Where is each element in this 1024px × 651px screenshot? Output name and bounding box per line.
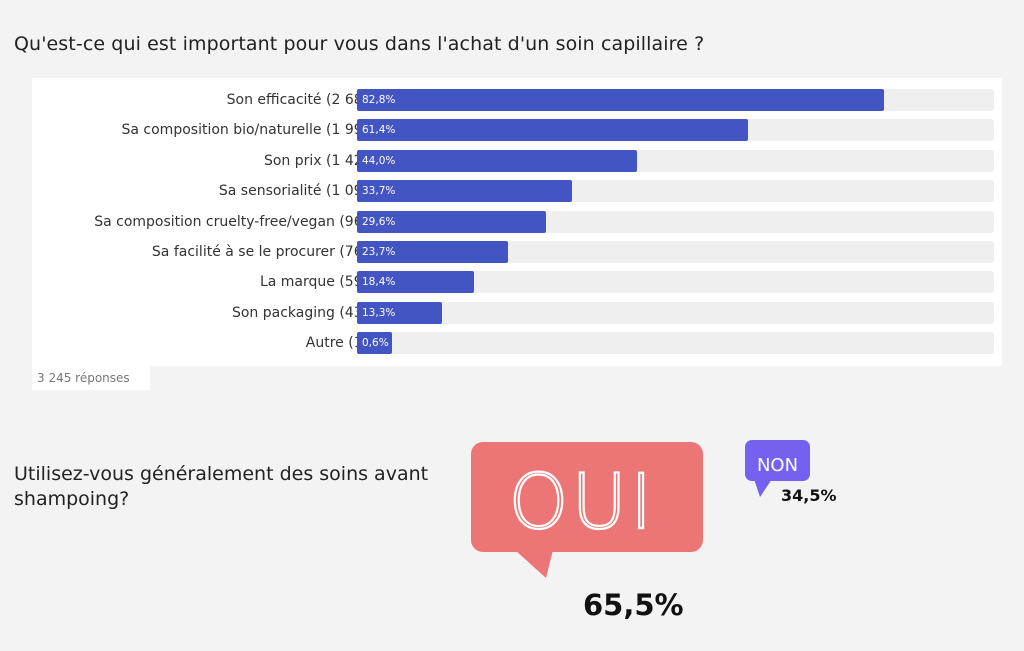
bar-track: 33,7% [357, 180, 994, 203]
bar-row: Sa composition cruelty-free/vegan (962) 2… [32, 210, 1002, 233]
bar-row: Son packaging (430) 13,3% [32, 301, 1002, 324]
bar-value-label: 13,3% [362, 306, 396, 319]
bar-category-label: Son packaging (430) [231, 304, 377, 321]
bar-track: 29,6% [357, 210, 994, 233]
bar [357, 180, 572, 203]
bar-row: Sa composition bio/naturelle (1 991) 61,4… [32, 119, 1002, 142]
bar-category-label: Son efficacité (2 687) [226, 92, 377, 108]
bar [357, 241, 508, 263]
bar-track: 44,0% [357, 149, 994, 172]
bar-track: 61,4% [357, 119, 994, 142]
bar-track: 23,7% [357, 241, 994, 263]
non-percent: 34,5% [781, 486, 837, 505]
bar [357, 149, 638, 172]
bar [357, 210, 546, 233]
bar-row: La marque (598) 18,4% [32, 271, 1002, 294]
question-2-title: Utilisez-vous généralement des soins ava… [14, 463, 429, 510]
oui-label: OUI [509, 457, 656, 546]
bar-value-label: 82,8% [362, 94, 396, 106]
bar-track: 13,3% [357, 301, 994, 324]
bar [357, 332, 392, 355]
bar-value-label: 61,4% [362, 124, 396, 137]
bar [357, 271, 475, 294]
bar-category-label: Sa composition cruelty-free/vegan (962) [94, 213, 377, 230]
bar-row: Son prix (1 428) 44,0% [32, 149, 1002, 172]
bar-row: Sa sensorialité (1 092) 33,7% [32, 180, 1002, 203]
bar-track: 0,6% [357, 332, 994, 355]
bar-category-label: Sa facilité à se le procurer (769) [151, 244, 377, 260]
bar-value-label: 23,7% [362, 246, 396, 258]
bar-value-label: 29,6% [362, 215, 396, 228]
oui-bubble: OUI [471, 442, 703, 578]
bar-category-label: Sa composition bio/naturelle (1 991) [121, 122, 378, 139]
bar-value-label: 0,6% [362, 337, 389, 350]
responses-count: 3 245 réponses [32, 366, 150, 390]
bar [357, 301, 442, 324]
bar-track: 82,8% [357, 89, 994, 111]
bar-row: Son efficacité (2 687) 82,8% [32, 89, 1002, 111]
bar-chart-panel: Son efficacité (2 687) 82,8% Sa compositio… [32, 78, 1002, 366]
bar-value-label: 44,0% [362, 154, 396, 167]
bar [357, 119, 749, 142]
bar-track: 18,4% [357, 271, 994, 294]
bar-category-label: Son prix (1 428) [263, 152, 377, 169]
bar-category-label: La marque (598) [259, 274, 377, 291]
question-1-title: Qu'est-ce qui est important pour vous da… [14, 33, 705, 55]
non-label: NON [757, 455, 798, 476]
oui-percent: 65,5% [583, 588, 684, 622]
non-bubble: NON [745, 440, 810, 497]
bar-category-label: Sa sensorialité (1 092) [218, 183, 377, 200]
bar-row: Sa facilité à se le procurer (769) 23,7% [32, 241, 1002, 263]
bar [357, 89, 885, 111]
bar-value-label: 33,7% [362, 185, 396, 198]
bar-value-label: 18,4% [362, 276, 396, 289]
bar-row: Autre (19) 0,6% [32, 332, 1002, 355]
